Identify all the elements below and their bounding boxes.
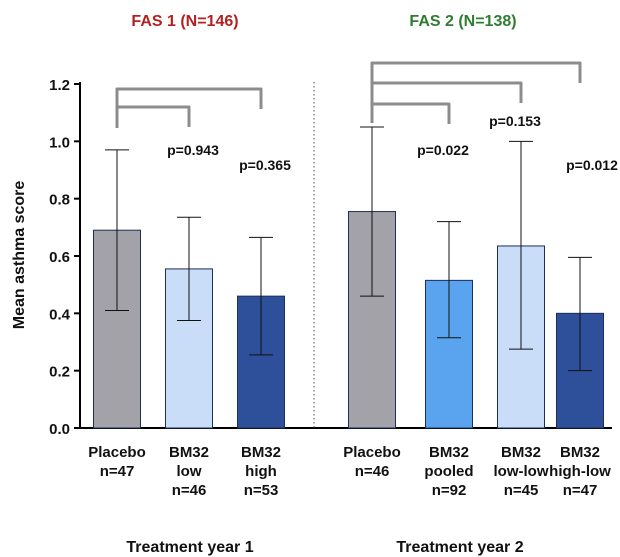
y-tick-label: 1.2: [49, 77, 70, 94]
category-label: BM32: [560, 444, 600, 461]
category-label: n=46: [355, 463, 390, 480]
category-label: n=45: [504, 482, 539, 499]
comparison-bracket: [115, 87, 263, 128]
y-tick-label: 0.6: [49, 249, 70, 266]
comparison-bracket: [370, 102, 451, 124]
category-label: n=53: [244, 482, 279, 499]
category-label: BM32: [429, 444, 469, 461]
y-tick-label: 0.4: [49, 306, 71, 323]
y-tick-label: 0.2: [49, 364, 70, 381]
comparison-bracket: [370, 61, 582, 123]
category-label: low-low: [494, 463, 549, 480]
y-tick-label: 1.0: [49, 134, 70, 151]
comparison-bracket: [115, 105, 191, 128]
category-label: BM32: [501, 444, 541, 461]
category-label: pooled: [424, 463, 473, 480]
p-value-label: p=0.012: [566, 157, 618, 173]
p-value-label: p=0.153: [489, 113, 541, 129]
category-label: n=92: [432, 482, 467, 499]
category-label: Placebo: [343, 444, 401, 461]
group-title: FAS 2 (N=138): [409, 13, 516, 30]
p-value-label: p=0.365: [239, 157, 291, 173]
y-tick-label: 0.8: [49, 192, 70, 209]
category-label: low: [177, 463, 202, 480]
category-label: n=47: [100, 463, 135, 480]
group-footer: Treatment year 1: [126, 539, 253, 556]
category-label: BM32: [169, 444, 209, 461]
p-value-label: p=0.022: [417, 142, 469, 158]
y-tick-label: 0.0: [49, 421, 70, 438]
group-footer: Treatment year 2: [396, 539, 523, 556]
category-label: n=47: [563, 482, 598, 499]
group-title: FAS 1 (N=146): [131, 13, 238, 30]
category-label: high-low: [549, 463, 611, 480]
y-axis-label: Mean asthma score: [11, 181, 28, 330]
category-label: BM32: [241, 444, 281, 461]
p-value-label: p=0.943: [167, 142, 219, 158]
category-label: Placebo: [88, 444, 146, 461]
category-label: high: [245, 463, 277, 480]
category-label: n=46: [172, 482, 207, 499]
